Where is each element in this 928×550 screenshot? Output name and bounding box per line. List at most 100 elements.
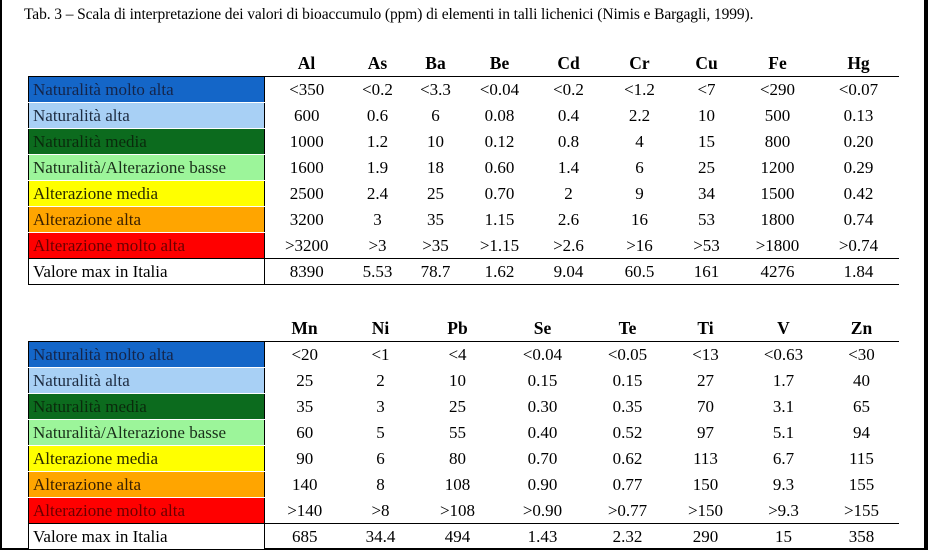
table-cell: 1.7 — [772, 371, 795, 390]
table-cell: 2.6 — [557, 210, 580, 229]
row-label: Naturalità alta — [28, 102, 265, 129]
header-corner — [28, 51, 265, 77]
table-cell: 10 — [698, 106, 715, 125]
table-cell: 25 — [427, 184, 444, 203]
table-cell: <20 — [291, 345, 319, 365]
table-cell: 2.2 — [628, 106, 651, 125]
row-label: Alterazione media — [28, 445, 265, 472]
element-header-ba: Ba — [406, 51, 465, 77]
table-cell: >2.6 — [553, 235, 584, 255]
element-header-al: Al — [264, 51, 349, 77]
table-row: Naturalità alta 600 0.6 6 0.08 0.4 2.2 10 500 0.1… — [28, 102, 899, 129]
table-row: Naturalità media 1000 1.2 10 0.12 0.8 4 15 800 0.… — [28, 128, 899, 155]
table-cell: <0.2 — [362, 80, 393, 100]
table-cell: 1000 — [289, 132, 324, 151]
row-label: Valore max in Italia — [28, 258, 265, 285]
table-cell: <350 — [289, 80, 325, 100]
table-cell: 108 — [444, 475, 471, 494]
table-cell: 290 — [668, 523, 743, 550]
element-header-mn: Mn — [264, 316, 345, 342]
table-cell: 2500 — [289, 184, 324, 203]
row-label: Naturalità/Alterazione basse — [28, 154, 265, 181]
table-row: Naturalità media 35 3 25 0.30 0.35 70 3.1 65 — [28, 393, 899, 420]
row-label: Naturalità molto alta — [28, 76, 265, 103]
table-cell: 1.84 — [818, 258, 899, 285]
table-cell: 8 — [376, 475, 385, 494]
table-cell: 150 — [692, 475, 719, 494]
table-cell: 8390 — [264, 258, 349, 285]
table-cell: 0.15 — [612, 371, 643, 390]
table-cell: 5 — [376, 423, 385, 442]
header-row: Mn Ni Pb Se Te Ti V Zn — [28, 316, 899, 342]
table-cell: 15 — [698, 132, 715, 151]
table-cell: 0.74 — [843, 210, 874, 229]
table-cell: 0.60 — [484, 158, 515, 177]
table-cell: <30 — [848, 345, 875, 365]
table-cell: 115 — [849, 449, 874, 468]
table-cell: 1.9 — [366, 158, 389, 177]
table-cell: 10 — [449, 371, 466, 390]
table-cell: 35 — [427, 210, 444, 229]
table-cell: >140 — [287, 500, 323, 520]
table-cell: 60.5 — [602, 258, 677, 285]
table-cell: 155 — [848, 475, 875, 494]
row-label: Naturalità molto alta — [28, 341, 265, 368]
row-label: Alterazione alta — [28, 206, 265, 233]
row-label: Naturalità media — [28, 393, 265, 420]
element-header-zn: Zn — [824, 316, 899, 342]
table-cell: >0.74 — [838, 235, 879, 255]
table-cell: 78.7 — [406, 258, 465, 285]
table-cell: 34 — [698, 184, 715, 203]
table-cell: 60 — [296, 423, 314, 442]
table-cell: 4276 — [736, 258, 819, 285]
table-cell: 25 — [449, 397, 466, 416]
table-cell: <1.2 — [624, 80, 655, 100]
table-cell: 0.42 — [843, 184, 874, 203]
table-cell: <0.05 — [607, 345, 648, 365]
element-header-pb: Pb — [416, 316, 499, 342]
table-cell: 65 — [853, 397, 870, 416]
table-cell: 18 — [427, 158, 444, 177]
table-cell: 0.29 — [843, 158, 874, 177]
table-cell: >1800 — [755, 235, 800, 255]
table-cell: 600 — [294, 106, 320, 125]
table-cell: 1.43 — [498, 523, 587, 550]
table-row: Alterazione alta 140 8 108 0.90 0.77 150 9.3 155 — [28, 471, 899, 498]
table-row: Naturalità molto alta <350 <0.2 <3.3 <0.04 <0… — [28, 76, 899, 103]
table-cell: 0.12 — [484, 132, 515, 151]
table-cell: <4 — [448, 345, 467, 365]
table-row: Alterazione molto alta >3200 >3 >35 >1.15 >2.… — [28, 232, 899, 259]
table-cell: 6 — [635, 158, 644, 177]
table-cell: 34.4 — [344, 523, 417, 550]
table-cell: 40 — [853, 371, 870, 390]
bioaccumulation-table-2: Mn Ni Pb Se Te Ti V Zn Naturalità molto alta <20 <… — [28, 316, 899, 550]
table-cell: 2 — [376, 371, 385, 390]
table-cell: 1600 — [289, 158, 324, 177]
table-cell: 800 — [764, 132, 791, 151]
table-cell: 3 — [373, 210, 382, 229]
table-cell: <13 — [692, 345, 719, 365]
table-cell: 500 — [764, 106, 791, 125]
table-cell: <0.07 — [838, 80, 879, 100]
element-header-cr: Cr — [602, 51, 677, 77]
table-cell: 1.2 — [366, 132, 389, 151]
element-header-cu: Cu — [676, 51, 737, 77]
row-label: Valore max in Italia — [28, 523, 265, 550]
table-cell: <290 — [759, 80, 796, 100]
table-cell: 685 — [264, 523, 345, 550]
table-cell: 6 — [431, 106, 440, 125]
row-label: Alterazione alta — [28, 471, 265, 498]
table-cell: 3.1 — [772, 397, 795, 416]
table-cell: 90 — [296, 449, 314, 468]
table-cell: 494 — [416, 523, 499, 550]
table-cell: <3.3 — [420, 80, 451, 100]
table-cell: 1800 — [760, 210, 795, 229]
table-cell: >9.3 — [768, 500, 799, 520]
table-cell: >108 — [439, 500, 476, 520]
table-cell: 80 — [449, 449, 466, 468]
element-header-te: Te — [586, 316, 669, 342]
header-corner — [28, 316, 265, 342]
element-header-fe: Fe — [736, 51, 819, 77]
table-cell: >53 — [693, 235, 720, 255]
table-cell: >3 — [368, 235, 387, 255]
